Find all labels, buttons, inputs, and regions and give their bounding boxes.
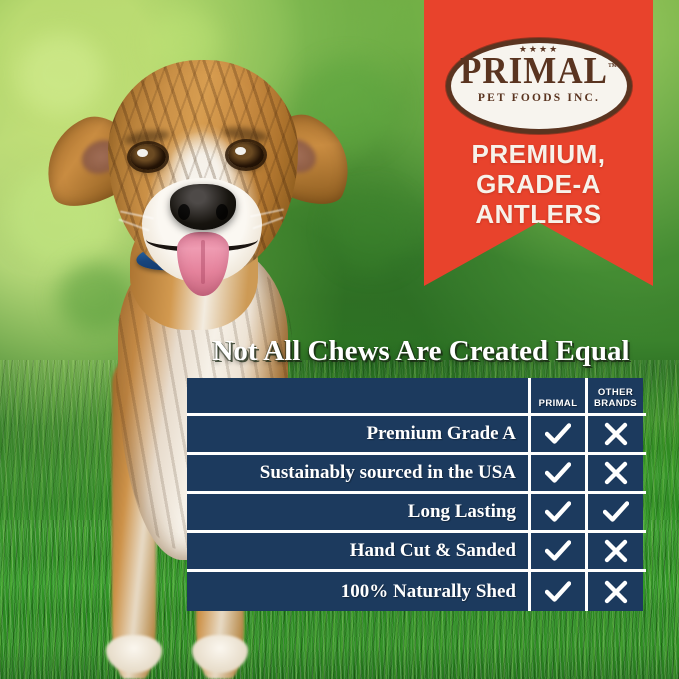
primal-mark-check [528, 416, 585, 452]
bokeh-light [330, 190, 414, 270]
primal-mark-check [528, 494, 585, 530]
logo-brand-text: PRIMAL [460, 49, 608, 92]
table-header-primal-label: PRIMAL [538, 398, 578, 409]
feature-label: 100% Naturally Shed [187, 572, 528, 611]
logo-brand-name: PRIMAL™ [446, 52, 632, 90]
table-header-feature-cell [187, 378, 528, 413]
cross-icon [604, 422, 627, 446]
logo-oval-ring [446, 38, 632, 134]
eye-glint [137, 149, 148, 157]
primal-mark-check [528, 533, 585, 569]
other-mark-cross [585, 416, 643, 452]
feature-label: Premium Grade A [187, 416, 528, 452]
eye-glint [235, 147, 246, 155]
banner-headline-line-2: GRADE-A [476, 169, 601, 199]
table-row: 100% Naturally Shed [187, 572, 646, 611]
cross-icon [604, 461, 627, 485]
cross-icon [604, 539, 627, 563]
dog-eye-left [130, 144, 166, 170]
table-header-row: PRIMAL OTHER BRANDS [187, 378, 646, 416]
other-mark-cross [585, 572, 643, 611]
banner-headline: PREMIUM, GRADE-A ANTLERS [424, 139, 653, 229]
primal-mark-check [528, 572, 585, 611]
table-row: Hand Cut & Sanded [187, 533, 646, 572]
check-icon [545, 501, 571, 522]
feature-label: Hand Cut & Sanded [187, 533, 528, 569]
feature-label: Long Lasting [187, 494, 528, 530]
other-mark-cross [585, 455, 643, 491]
check-icon [545, 423, 571, 444]
logo-stars: ★★★★ [518, 44, 560, 54]
banner-headline-line-1: PREMIUM, [471, 139, 606, 169]
comparison-table: PRIMAL OTHER BRANDS Premium Grade A Susta… [187, 378, 646, 611]
check-icon [545, 580, 571, 602]
logo-tagline: PET FOODS INC. [477, 92, 601, 104]
table-row: Premium Grade A [187, 416, 646, 455]
table-row: Long Lasting [187, 494, 646, 533]
check-icon [545, 540, 571, 561]
table-header-other-brands: OTHER BRANDS [585, 378, 643, 413]
table-row: Sustainably sourced in the USA [187, 455, 646, 494]
other-mark-check [585, 494, 643, 530]
feature-label: Sustainably sourced in the USA [187, 455, 528, 491]
check-icon [545, 462, 571, 483]
logo-since-text: SINCE 2001 [508, 109, 570, 119]
dog-eye-right [228, 142, 264, 168]
other-line-2: BRANDS [593, 398, 638, 409]
table-header-primal: PRIMAL [528, 378, 585, 413]
primal-mark-check [528, 455, 585, 491]
other-line-1: OTHER [597, 387, 634, 398]
dog-paw-left [106, 635, 162, 673]
dog-paw-right [192, 635, 248, 673]
dog-nose [170, 184, 236, 230]
logo-trademark: ™ [607, 60, 618, 72]
cross-icon [604, 580, 627, 603]
bokeh-light [18, 34, 104, 114]
check-icon [602, 501, 629, 522]
table-header-other-brands-label: OTHER BRANDS [594, 387, 637, 409]
primal-logo: ★★★★ PRIMAL™ PET FOODS INC. SINCE 2001 [446, 38, 632, 134]
other-mark-cross [585, 533, 643, 569]
comparison-headline: Not All Chews Are Created Equal [212, 335, 630, 367]
